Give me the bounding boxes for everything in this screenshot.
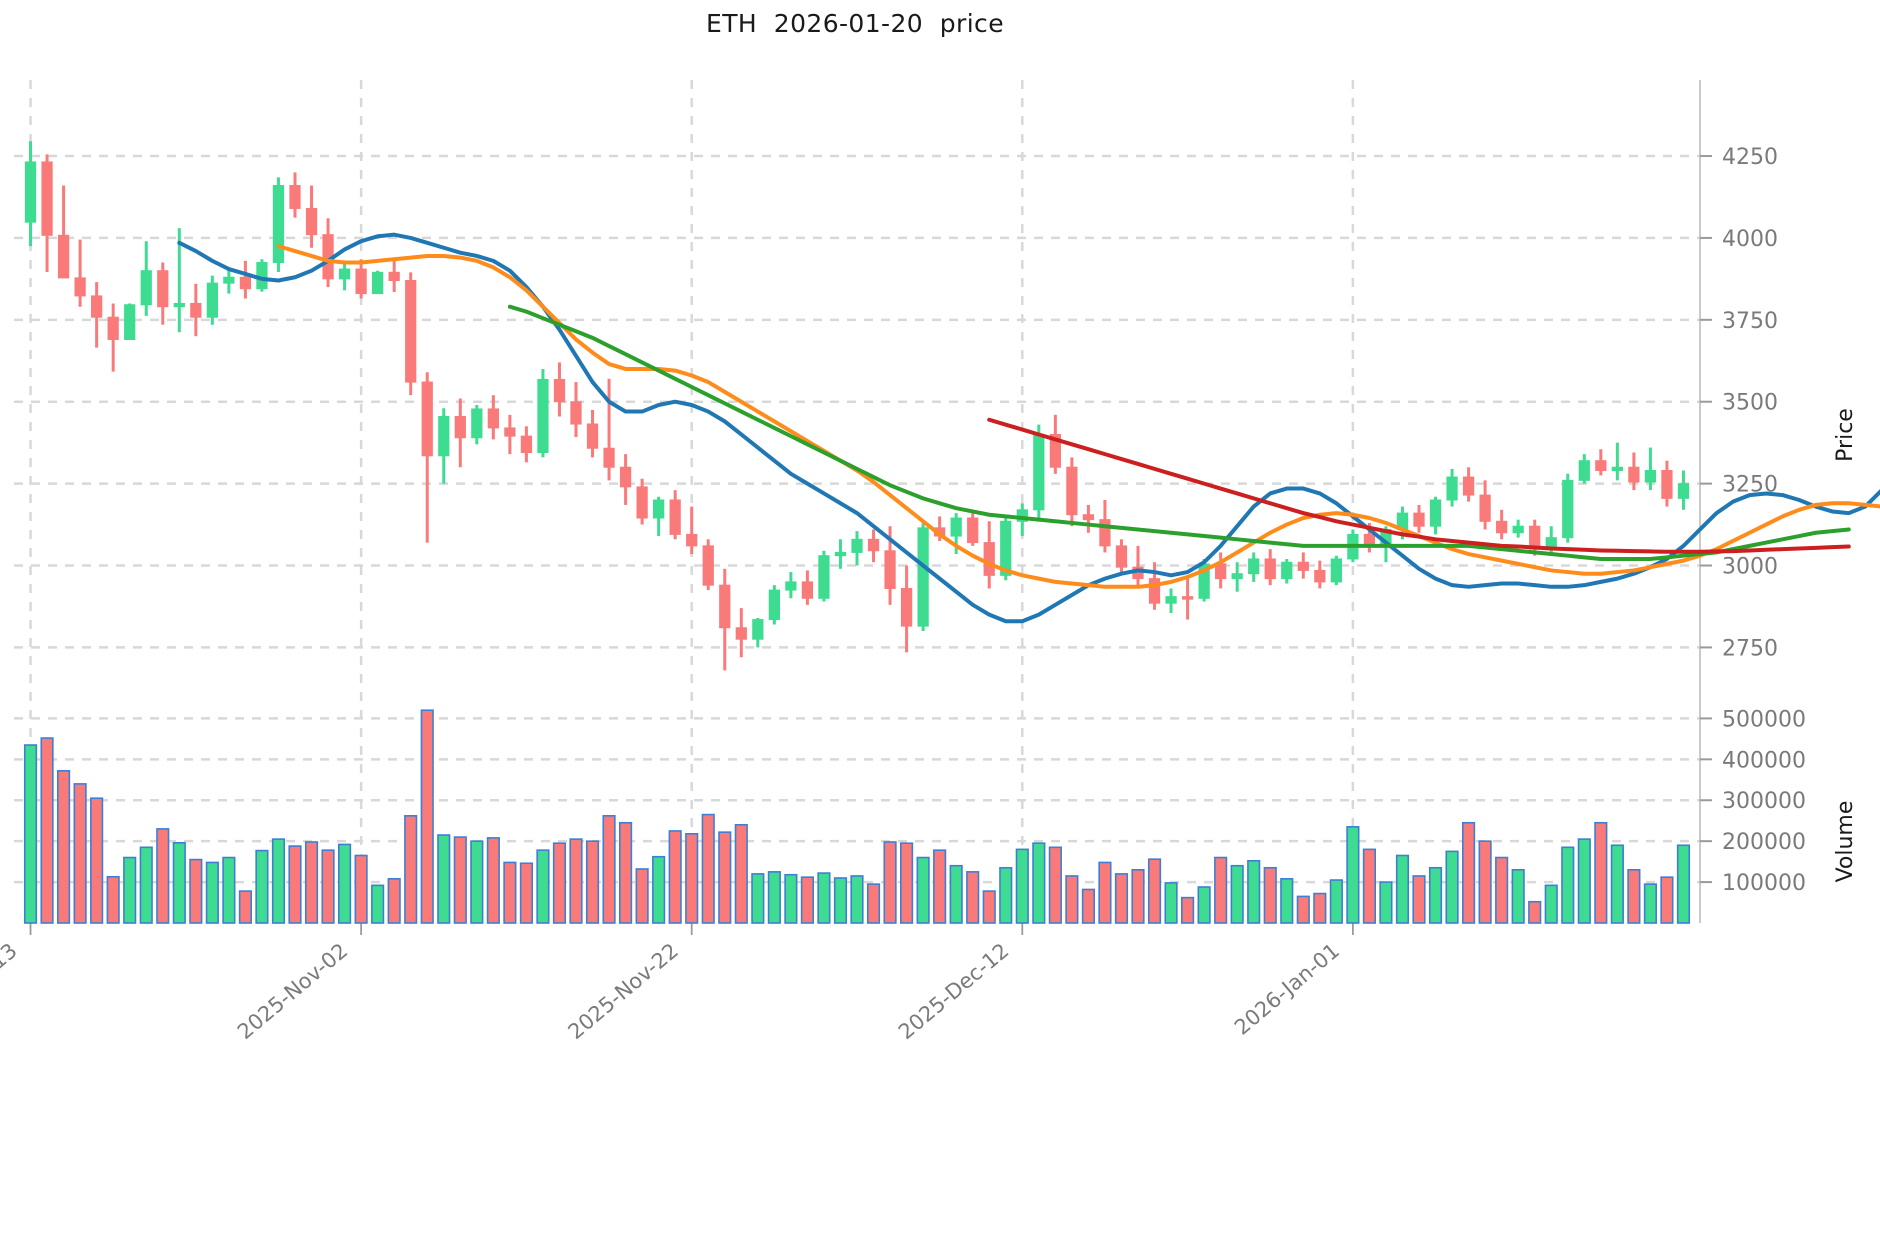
volume-axis-tick-label: 100000 [1722,871,1806,896]
price-axis-tick-label: 3750 [1722,309,1778,334]
grid-layer [14,80,1701,935]
x-axis-tick-label: 2025-Dec-12 [894,938,1014,1044]
volume-axis-title: Volume [1833,801,1858,883]
price-axis-tick-label: 4000 [1722,227,1778,252]
price-axis-tick-label: 3000 [1722,555,1778,580]
price-axis-tick-label: 4250 [1722,145,1778,170]
candlestick-layer [24,141,1690,671]
x-axis-tick-label: 2026-Jan-01 [1230,938,1344,1039]
volume-axis-tick-label: 400000 [1722,748,1806,773]
volume-axis-tick-label: 200000 [1722,830,1806,855]
x-axis-tick-label: 2025-Nov-22 [564,938,683,1044]
price-axis-tick-label: 3250 [1722,473,1778,498]
price-axis-tick-label: 2750 [1722,636,1778,661]
x-axis-tick-label: 2025-Oct-13 [0,938,22,1041]
volume-axis-tick-label: 500000 [1722,707,1806,732]
volume-bars-layer [23,709,1691,924]
volume-axis-tick-label: 300000 [1722,789,1806,814]
page-title: ETH 2026-01-20 price [706,9,1004,38]
price-axis-title: Price [1833,408,1858,462]
moving-average-lines-layer [177,232,1880,624]
price-axis-tick-label: 3500 [1722,391,1778,416]
x-axis-tick-label: 2025-Nov-02 [233,938,352,1044]
